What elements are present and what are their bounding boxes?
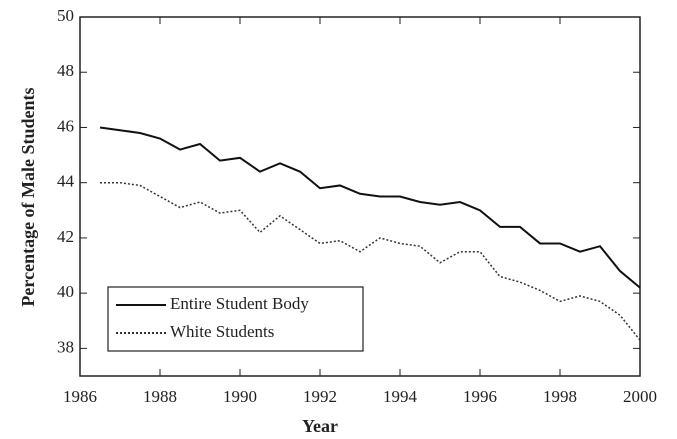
x-tick-label: 1992 [303, 387, 337, 406]
x-tick-label: 1988 [143, 387, 177, 406]
y-tick-label: 44 [57, 172, 75, 191]
y-tick-label: 40 [57, 282, 74, 301]
series-line [99, 126, 641, 289]
x-tick-label: 1994 [383, 387, 418, 406]
x-tick-label: 1986 [63, 387, 97, 406]
y-tick-label: 42 [57, 227, 74, 246]
legend-box [107, 286, 364, 352]
series-line [100, 181, 641, 341]
x-tick-label: 2000 [623, 387, 657, 406]
y-tick-label: 38 [57, 337, 74, 356]
legend-label: Entire Student Body [170, 294, 309, 313]
y-axis-label: Percentage of Male Students [18, 87, 38, 306]
y-tick-label: 46 [57, 116, 74, 135]
x-tick-label: 1990 [223, 387, 257, 406]
y-tick-label: 50 [57, 6, 74, 25]
y-tick-label: 48 [57, 61, 74, 80]
x-tick-label: 1996 [463, 387, 497, 406]
plot-frame [79, 16, 641, 377]
x-tick-label: 1998 [543, 387, 577, 406]
x-axis-label: Year [302, 416, 338, 436]
legend-label: White Students [170, 322, 274, 341]
